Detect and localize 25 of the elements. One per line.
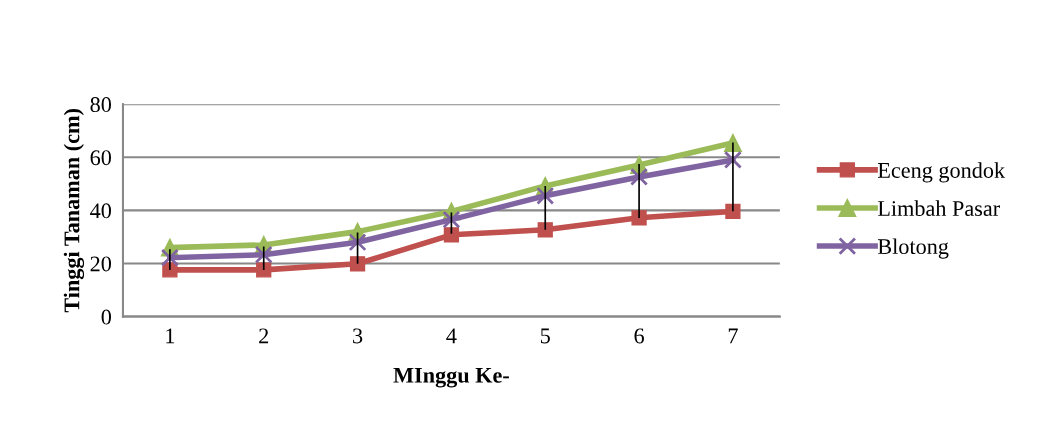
y-tick-label: 0 xyxy=(101,309,112,325)
legend-label: Blotong xyxy=(877,238,949,259)
point xyxy=(349,256,366,272)
point xyxy=(442,210,461,229)
y-axis-title: Tinggi Tanaman (cm) xyxy=(63,109,85,313)
point xyxy=(631,210,647,226)
x-tick-label: 6 xyxy=(634,328,644,344)
legend-label: Eceng gondok xyxy=(877,162,1006,183)
y-tick-label: 80 xyxy=(90,97,112,113)
x-tick-label: 5 xyxy=(540,328,550,344)
x-tick-label: 7 xyxy=(728,328,738,344)
x-tick-label: 2 xyxy=(259,328,269,344)
point xyxy=(443,227,460,243)
y-tick-label: 20 xyxy=(90,256,112,272)
point xyxy=(348,233,367,252)
y-tick-label: 40 xyxy=(90,203,112,219)
point xyxy=(256,262,272,278)
point xyxy=(537,222,553,238)
point xyxy=(725,203,741,220)
y-tick-label: 60 xyxy=(90,150,112,166)
x-tick-label: 4 xyxy=(446,328,457,344)
legend-label: Limbah Pasar xyxy=(877,200,1000,217)
x-axis-title: MInggu Ke- xyxy=(393,368,509,388)
x-tick-label: 1 xyxy=(166,328,175,344)
x-tick-label: 3 xyxy=(353,328,363,344)
